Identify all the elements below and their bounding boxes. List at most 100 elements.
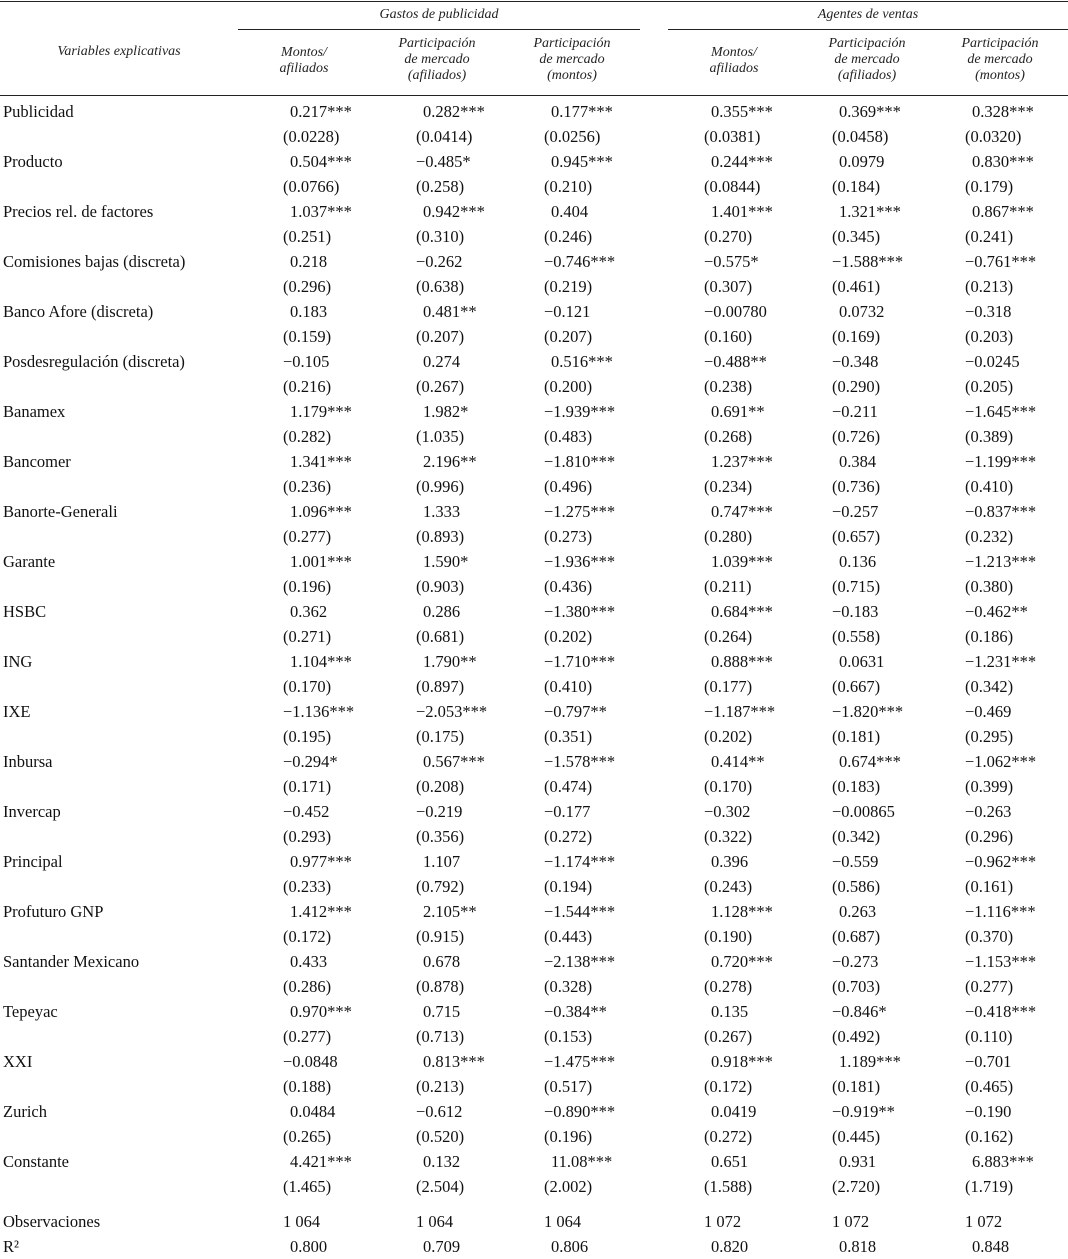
column-gap	[640, 224, 668, 249]
coefficient-cell: −1.153***	[935, 949, 1068, 974]
coefficient-cell: −1.588***	[800, 249, 935, 274]
coefficient-value: 0.0419	[711, 1102, 757, 1121]
variable-label: Observaciones	[3, 1212, 101, 1231]
coefficient-cell: 1.001***	[238, 549, 370, 574]
coefficient-cell: 4.421***	[238, 1149, 370, 1174]
coefficient-cell: 0.0484	[238, 1099, 370, 1124]
stderr-cell: (0.162)	[935, 1124, 1068, 1149]
standard-error: (0.492)	[832, 1027, 881, 1046]
table-row: Constante 4.421*** 0.132 11.08*** 0.651 0.931…	[0, 1149, 1068, 1174]
coefficient-value: 0.747***	[711, 502, 773, 521]
stderr-cell: (0.322)	[668, 824, 800, 849]
coefficient-cell: −2.053***	[370, 699, 505, 724]
column-gap	[640, 1074, 668, 1099]
coefficient-cell: 0.414**	[668, 749, 800, 774]
empty-label	[0, 124, 238, 149]
stderr-cell: (0.243)	[668, 874, 800, 899]
coefficient-value: −1.939***	[544, 402, 616, 421]
coefficient-value: 0.691**	[711, 402, 765, 421]
coefficient-value: −0.00865	[832, 802, 895, 821]
coefficient-value: −0.962***	[965, 852, 1037, 871]
column-gap	[640, 124, 668, 149]
standard-error: (0.179)	[965, 177, 1014, 196]
standard-error: (0.380)	[965, 577, 1014, 596]
coefficient-cell: −0.746***	[505, 249, 640, 274]
coefficient-cell: 6.883***	[935, 1149, 1068, 1174]
column-gap	[640, 449, 668, 474]
column-gap	[640, 724, 668, 749]
standard-error: (0.194)	[544, 877, 593, 896]
stderr-cell: (0.181)	[800, 724, 935, 749]
table-row: XXI −0.0848 0.813*** −1.475*** 0.918*** 1.189…	[0, 1049, 1068, 1074]
stderr-cell: (1.035)	[370, 424, 505, 449]
stderr-row: (0.265) (0.520) (0.196) (0.272) (0.445) (0.16…	[0, 1124, 1068, 1149]
coefficient-value: 0.0484	[290, 1102, 336, 1121]
standard-error: (0.445)	[832, 1127, 881, 1146]
stderr-cell: (0.278)	[668, 974, 800, 999]
coefficient-value: 1 072	[965, 1212, 1003, 1231]
group-rule-agentes	[668, 29, 1068, 30]
coefficient-value: 1.412***	[290, 902, 352, 921]
coefficient-cell: −0.211	[800, 399, 935, 424]
standard-error: (0.282)	[283, 427, 332, 446]
coefficient-value: 0.328***	[972, 102, 1034, 121]
coefficient-value: −1.380***	[544, 602, 616, 621]
stderr-cell: (0.310)	[370, 224, 505, 249]
column-header-line: Participación	[961, 36, 1039, 51]
stderr-row: (0.251) (0.310) (0.246) (0.270) (0.345) (0.24…	[0, 224, 1068, 249]
stderr-cell: (0.271)	[238, 624, 370, 649]
stderr-cell: (0.638)	[370, 274, 505, 299]
standard-error: (0.232)	[965, 527, 1014, 546]
coefficient-value: −0.452	[283, 802, 330, 821]
coefficient-value: −1.810***	[544, 452, 616, 471]
stderr-cell: (0.181)	[800, 1074, 935, 1099]
coefficient-cell: 1 064	[505, 1209, 640, 1234]
coefficient-cell: 1.037***	[238, 199, 370, 224]
coefficient-value: 0.362	[290, 602, 328, 621]
coefficient-cell: 0.135	[668, 999, 800, 1024]
column-gap	[640, 599, 668, 624]
stderr-cell: (0.272)	[668, 1124, 800, 1149]
stderr-cell: (0.265)	[238, 1124, 370, 1149]
variable-label: Comisiones bajas (discreta)	[3, 252, 186, 271]
coefficient-cell: −0.485*	[370, 149, 505, 174]
variable-label: Banamex	[3, 402, 66, 421]
coefficient-value: 0.218	[290, 252, 328, 271]
table-row: IXE −1.136*** −2.053*** −0.797** −1.187*** −1…	[0, 699, 1068, 724]
empty-label	[0, 874, 238, 899]
coefficient-value: 0.0631	[839, 652, 885, 671]
variable-label: Constante	[3, 1152, 69, 1171]
stderr-cell: (0.208)	[370, 774, 505, 799]
stderr-cell: (0.267)	[370, 374, 505, 399]
coefficient-value: 0.867***	[972, 202, 1034, 221]
standard-error: (0.160)	[704, 327, 753, 346]
coefficient-value: 1 064	[283, 1212, 321, 1231]
coefficient-cell: 0.674***	[800, 749, 935, 774]
coefficient-value: 0.177***	[551, 102, 613, 121]
stderr-cell: (0.219)	[505, 274, 640, 299]
coefficient-cell: 0.177***	[505, 99, 640, 124]
coefficient-cell: 0.481**	[370, 299, 505, 324]
coefficient-cell: 1.104***	[238, 649, 370, 674]
standard-error: (0.483)	[544, 427, 593, 446]
stderr-cell: (0.188)	[238, 1074, 370, 1099]
variable-label: Precios rel. de factores	[3, 202, 154, 221]
coefficient-value: 1 072	[832, 1212, 870, 1231]
stderr-cell: (0.205)	[935, 374, 1068, 399]
column-gap	[640, 349, 668, 374]
standard-error: (0.410)	[544, 677, 593, 696]
coefficient-value: −1.153***	[965, 952, 1037, 971]
coefficient-value: 1 064	[416, 1212, 454, 1231]
table-row: Banco Afore (discreta) 0.183 0.481** −0.121…	[0, 299, 1068, 324]
table-row: Banamex 1.179*** 1.982* −1.939*** 0.691** −0.…	[0, 399, 1068, 424]
standard-error: (0.170)	[704, 777, 753, 796]
column-gap	[640, 399, 668, 424]
coefficient-value: −0.211	[832, 402, 878, 421]
standard-error: (0.290)	[832, 377, 881, 396]
standard-error: (0.195)	[283, 727, 332, 746]
standard-error: (0.0414)	[416, 127, 473, 146]
standard-error: (0.410)	[965, 477, 1014, 496]
stderr-cell: (0.213)	[935, 274, 1068, 299]
coefficient-value: −0.919**	[832, 1102, 895, 1121]
standard-error: (0.310)	[416, 227, 465, 246]
